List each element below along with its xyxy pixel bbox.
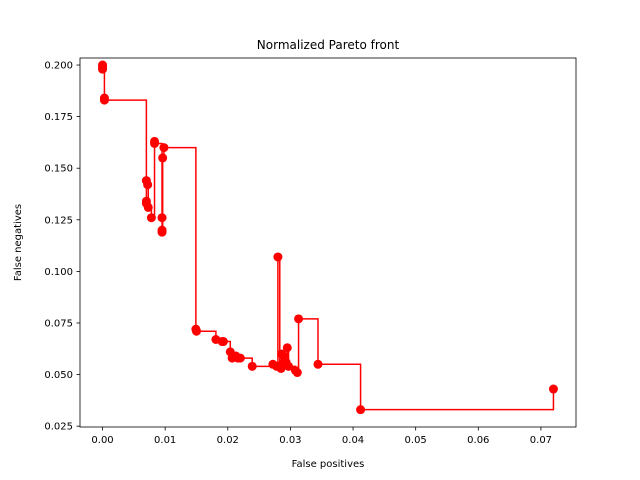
y-tick-label: 0.200 bbox=[44, 61, 73, 72]
y-tick-label: 0.150 bbox=[44, 164, 73, 175]
x-tick-label: 0.02 bbox=[217, 435, 239, 446]
data-point bbox=[282, 343, 292, 353]
x-tick-label: 0.03 bbox=[279, 435, 301, 446]
chart-title: Normalized Pareto front bbox=[257, 38, 400, 52]
y-axis-ticks: 0.025 0.050 0.075 0.100 0.125 0.150 0.175 0.200 bbox=[44, 61, 80, 433]
axes-frame bbox=[79, 57, 577, 428]
data-point bbox=[159, 143, 169, 153]
data-point bbox=[292, 368, 302, 378]
data-point bbox=[294, 314, 304, 324]
x-tick-label: 0.04 bbox=[342, 435, 364, 446]
data-point bbox=[247, 361, 257, 371]
data-point bbox=[146, 213, 156, 223]
data-point bbox=[356, 405, 366, 415]
y-tick-label: 0.175 bbox=[44, 112, 73, 123]
data-point bbox=[548, 384, 558, 394]
x-axis-title: False positives bbox=[292, 459, 365, 470]
data-point bbox=[143, 180, 153, 190]
x-tick-label: 0.01 bbox=[154, 435, 176, 446]
data-point bbox=[143, 202, 153, 212]
y-tick-label: 0.025 bbox=[44, 422, 73, 433]
x-tick-label: 0.05 bbox=[405, 435, 427, 446]
data-point bbox=[273, 252, 283, 262]
x-tick-label: 0.06 bbox=[467, 435, 489, 446]
y-tick-label: 0.100 bbox=[44, 267, 73, 278]
data-point bbox=[284, 361, 294, 371]
plot-area bbox=[98, 60, 558, 415]
data-point bbox=[191, 326, 201, 336]
y-tick-label: 0.050 bbox=[44, 370, 73, 381]
data-point bbox=[158, 153, 168, 163]
data-point bbox=[157, 225, 167, 235]
data-point bbox=[235, 353, 245, 363]
y-tick-label: 0.075 bbox=[44, 318, 73, 329]
x-tick-label: 0.07 bbox=[530, 435, 552, 446]
data-point bbox=[98, 64, 108, 74]
data-point bbox=[99, 95, 109, 105]
y-axis-title: False negatives bbox=[13, 204, 24, 281]
data-point bbox=[313, 359, 323, 369]
data-point bbox=[218, 337, 228, 347]
y-tick-label: 0.125 bbox=[44, 215, 73, 226]
data-point bbox=[157, 213, 167, 223]
x-tick-label: 0.00 bbox=[91, 435, 113, 446]
x-axis-ticks: 0.00 0.01 0.02 0.03 0.04 0.05 0.06 0.07 bbox=[91, 427, 552, 446]
data-point bbox=[150, 138, 160, 148]
data-points bbox=[98, 60, 558, 415]
